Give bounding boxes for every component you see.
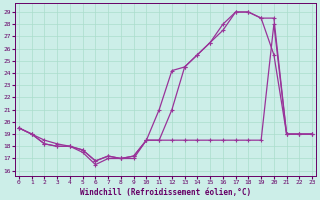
X-axis label: Windchill (Refroidissement éolien,°C): Windchill (Refroidissement éolien,°C) bbox=[80, 188, 251, 197]
